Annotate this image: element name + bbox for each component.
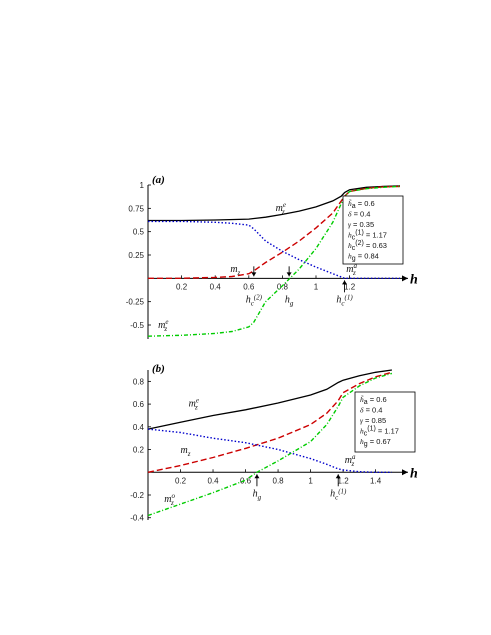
parameter-line: γ = 0.35	[348, 220, 374, 229]
parameter-line: hc(1) = 1.17	[360, 426, 399, 438]
parameter-line: δ = 0.4	[348, 210, 370, 219]
x-axis-variable: h	[410, 272, 418, 287]
y-tick-label: 0.6	[133, 400, 145, 409]
marker-arrowhead	[342, 280, 348, 285]
x-tick-label: 0.4	[207, 476, 219, 485]
y-tick-label: 0.5	[133, 228, 145, 237]
marker-label: hc(2)	[246, 293, 263, 307]
x-axis-arrowhead	[402, 275, 408, 282]
parameter-line: h̃a = 0.6	[360, 395, 387, 406]
y-tick-label: -0.4	[130, 514, 144, 523]
series-m-o	[147, 372, 393, 517]
series-m-z	[147, 371, 393, 473]
x-tick-label: 1.2	[344, 282, 356, 291]
parameter-box	[342, 195, 404, 265]
curve-label-m-a: ma z	[346, 262, 357, 277]
y-tick-label: 0.2	[133, 446, 145, 455]
x-tick-label: 0.8	[273, 476, 285, 485]
parameter-line: hg = 0.67	[360, 437, 391, 448]
panel-label: (b)	[152, 363, 165, 375]
y-tick-label: -0.2	[130, 491, 144, 500]
curve-label-m-e: me z	[276, 201, 286, 216]
x-axis-variable: h	[410, 466, 418, 481]
y-tick-label: -0.5	[130, 321, 144, 330]
series-m-e	[147, 369, 392, 430]
series-m-a	[147, 428, 392, 473]
curve-label-m-o: me z	[158, 318, 168, 333]
parameter-line: γ = 0.85	[360, 416, 386, 425]
curve-label-m-e: me z	[189, 396, 199, 411]
x-tick-label: 0.4	[210, 282, 222, 291]
marker-label: hc(1)	[336, 293, 353, 307]
parameter-box	[354, 391, 416, 453]
x-tick-label: 1.2	[338, 476, 350, 485]
x-tick-label: 1	[308, 476, 313, 485]
marker-arrowhead	[251, 272, 257, 277]
series-m-o	[147, 185, 401, 337]
curve-label-m-z: mz	[181, 445, 191, 458]
curve-label-m-z: mz	[230, 264, 240, 277]
parameter-line: δ = 0.4	[360, 406, 382, 415]
y-tick-label: 0.75	[128, 204, 144, 213]
marker-arrowhead	[335, 474, 341, 479]
parameter-line: hc(2) = 0.63	[348, 240, 387, 252]
marker-arrowhead	[286, 272, 292, 277]
series-m-z	[148, 185, 401, 279]
marker-label: hg	[285, 294, 294, 307]
panel-label: (a)	[152, 174, 165, 186]
marker-label: hg	[253, 488, 262, 501]
parameter-line: hg = 0.84	[348, 252, 379, 263]
x-tick-label: 0.6	[240, 476, 252, 485]
y-tick-label: 0.8	[133, 377, 145, 386]
x-tick-label: 0.6	[243, 282, 255, 291]
series-m-e	[148, 185, 401, 222]
x-tick-label: 0.8	[277, 282, 289, 291]
marker-arrowhead	[254, 474, 260, 479]
x-tick-label: 1.4	[370, 476, 382, 485]
y-tick-label: 1	[140, 181, 145, 190]
parameter-line: hc(1) = 1.17	[348, 230, 387, 242]
x-axis-arrowhead	[402, 469, 408, 476]
curve-label-m-a: ma z	[345, 453, 356, 468]
y-tick-label: 0.4	[133, 423, 145, 432]
panel-b: h 0.2 0.4 0.6 0.8 1 1.2 1.4 0.8 0.6 0.4 0.2 -0.2 -0.4…	[130, 363, 418, 523]
curve-label-m-o: mo z	[164, 492, 175, 507]
x-tick-label: 0.2	[176, 282, 188, 291]
panel-a: h 0.2 0.4 0.6 0.8 1 1.2 1 0.75 0.5 0.25 -0.25 -0.5 (a…	[126, 174, 418, 339]
marker-label: hc(1)	[330, 487, 347, 501]
x-tick-label: 0.2	[175, 476, 187, 485]
parameter-line: h̃a = 0.6	[348, 199, 375, 210]
y-tick-label: -0.25	[126, 298, 145, 307]
y-tick-label: 0.25	[128, 251, 144, 260]
series-m-a	[148, 220, 400, 279]
x-tick-label: 1	[314, 282, 319, 291]
